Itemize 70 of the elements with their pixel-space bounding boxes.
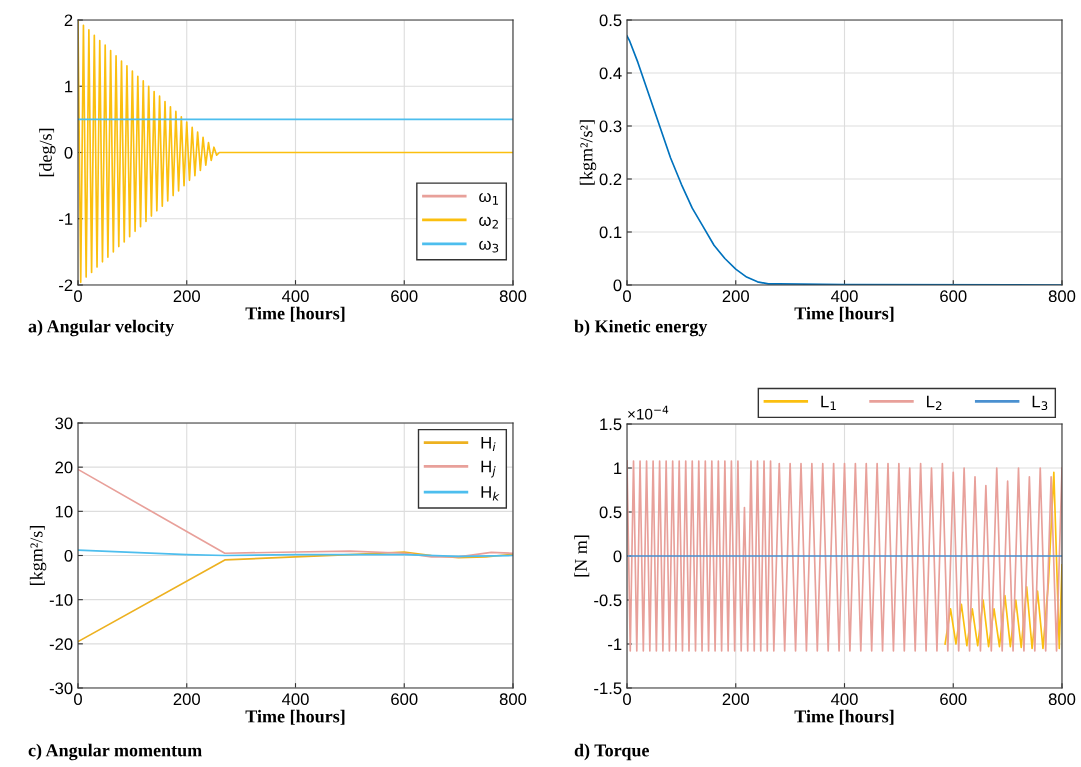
x-tick-label: 0 [74,290,82,303]
legend-label: ω$_{3}$ [479,240,499,253]
x-tick-label: 800 [1048,693,1076,706]
y-tick-label: 0.1 [599,226,622,239]
y-axis-title: [kgm²/s²] [579,120,597,185]
y-tick-label: -0.5 [594,594,622,607]
y-tick-label: 0 [613,550,622,563]
x-tick-label: 0 [74,693,82,706]
x-axis-title: Time [hours] [245,709,345,725]
x-tick-label: 600 [940,290,967,303]
y-tick-label: -2 [59,279,73,292]
y-tick-label: -20 [49,638,73,651]
y-tick-label: 10 [55,505,73,518]
legend-label: ω$_{2}$ [479,216,498,229]
y-tick-label: -10 [49,594,73,606]
y-tick-label: -1 [608,638,622,651]
y-tick-label: 2 [64,14,73,27]
x-tick-label: 200 [173,693,200,706]
x-axis-title: Time [hours] [245,306,345,322]
text: ×10$^{−4}$ [628,405,669,420]
y-tick-label: 0 [64,549,73,562]
text: c) Angular momentum [28,743,202,761]
x-tick-label: 0 [623,290,631,303]
y-tick-label: 30 [55,417,73,430]
legend-label: H$_{j}$ [481,460,496,478]
legend-label: L$_{3}$ [1032,395,1048,411]
x-tick-label: 200 [173,290,200,303]
x-tick-label: 400 [281,693,309,706]
x-tick-label: 800 [499,693,527,706]
y-tick-label: -1.5 [594,682,622,695]
x-tick-label: 200 [722,693,749,706]
x-axis-title: Time [hours] [794,306,894,322]
y-tick-label: 0 [64,146,73,159]
legend-label: L$_{2}$ [927,395,942,410]
y-tick-label: 1 [614,462,622,475]
y-tick-label: -30 [49,682,73,695]
x-tick-label: 200 [722,290,749,303]
y-tick-label: 0.5 [599,14,622,27]
legend-label: H$_{k}$ [481,486,500,501]
x-tick-label: 400 [281,290,309,303]
line-series [78,551,513,643]
y-tick-label: 1 [65,80,73,93]
x-tick-label: 800 [1048,290,1076,303]
y-tick-label: -1 [59,213,73,225]
x-tick-label: 600 [940,693,967,706]
text: a) Angular velocity [28,319,174,337]
y-axis-title: [deg/s] [39,128,56,177]
y-tick-label: 0.4 [599,67,622,80]
text: d) Torque [574,743,649,761]
legend-label: H$_{i}$ [481,436,496,452]
legend-label: L$_{1}$ [821,395,836,410]
text: b) Kinetic energy [574,319,708,337]
x-axis-title: Time [hours] [794,709,894,725]
x-tick-label: 0 [623,693,631,706]
line-series [627,460,1062,652]
legend-label: ω$_{1}$ [479,192,499,205]
y-tick-label: 0 [613,279,622,292]
x-tick-label: 600 [391,290,418,303]
y-tick-label: 0.3 [599,120,622,133]
line-series [78,549,513,558]
y-axis-title: [N m] [574,535,590,577]
x-tick-label: 400 [830,693,858,706]
y-tick-label: 1.5 [600,418,622,431]
y-tick-label: 0.5 [599,506,622,519]
x-tick-label: 800 [499,290,527,303]
x-tick-label: 400 [830,290,858,303]
y-tick-label: 0.2 [599,173,622,186]
y-tick-label: 20 [55,461,73,474]
x-tick-label: 600 [391,693,418,706]
y-axis-title: [kgm²/s] [29,526,47,585]
